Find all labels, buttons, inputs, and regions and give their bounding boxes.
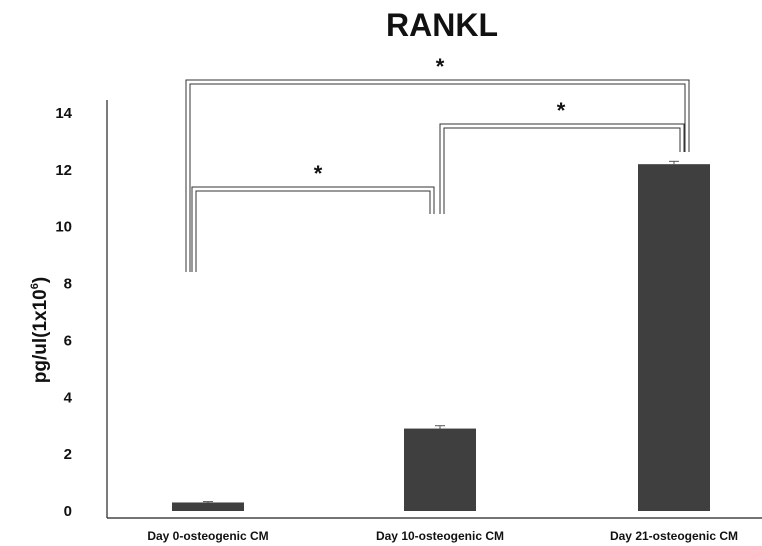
significance-brackets: * * * bbox=[185, 54, 690, 272]
significance-star: * bbox=[557, 98, 566, 123]
y-tick-label: 8 bbox=[64, 276, 72, 293]
y-tick-label: 4 bbox=[64, 389, 73, 406]
bar bbox=[638, 164, 710, 511]
y-axis-ticks: 0 2 4 6 8 10 12 14 bbox=[55, 105, 72, 520]
y-axis-label-base: pg/ul(1x10 bbox=[30, 289, 51, 383]
significance-bracket bbox=[191, 186, 435, 272]
y-axis-label-superscript: 6 bbox=[29, 283, 41, 289]
y-axis-label: pg/ul(1x106) bbox=[29, 277, 51, 383]
bar bbox=[404, 428, 476, 511]
bar bbox=[172, 502, 244, 511]
y-tick-label: 2 bbox=[64, 446, 72, 463]
significance-star: * bbox=[436, 54, 445, 79]
category-labels: Day 0-osteogenic CM Day 10-osteogenic CM D… bbox=[147, 529, 738, 543]
y-tick-label: 12 bbox=[55, 162, 72, 179]
category-label: Day 21-osteogenic CM bbox=[610, 529, 738, 543]
y-tick-label: 0 bbox=[64, 503, 72, 520]
significance-bracket-inner bbox=[443, 127, 681, 214]
significance-bracket bbox=[439, 123, 685, 214]
category-label: Day 10-osteogenic CM bbox=[376, 529, 504, 543]
significance-star: * bbox=[314, 161, 323, 186]
significance-bracket-inner bbox=[189, 83, 686, 272]
significance-bracket bbox=[185, 79, 690, 272]
y-axis-label-close: ) bbox=[30, 277, 51, 283]
y-tick-label: 10 bbox=[55, 219, 72, 236]
chart-title: RANKL bbox=[386, 7, 498, 43]
y-tick-label: 14 bbox=[55, 105, 72, 122]
bars-group bbox=[172, 160, 710, 511]
category-label: Day 0-osteogenic CM bbox=[147, 529, 268, 543]
y-tick-label: 6 bbox=[64, 332, 72, 349]
significance-bracket-inner bbox=[195, 190, 431, 272]
